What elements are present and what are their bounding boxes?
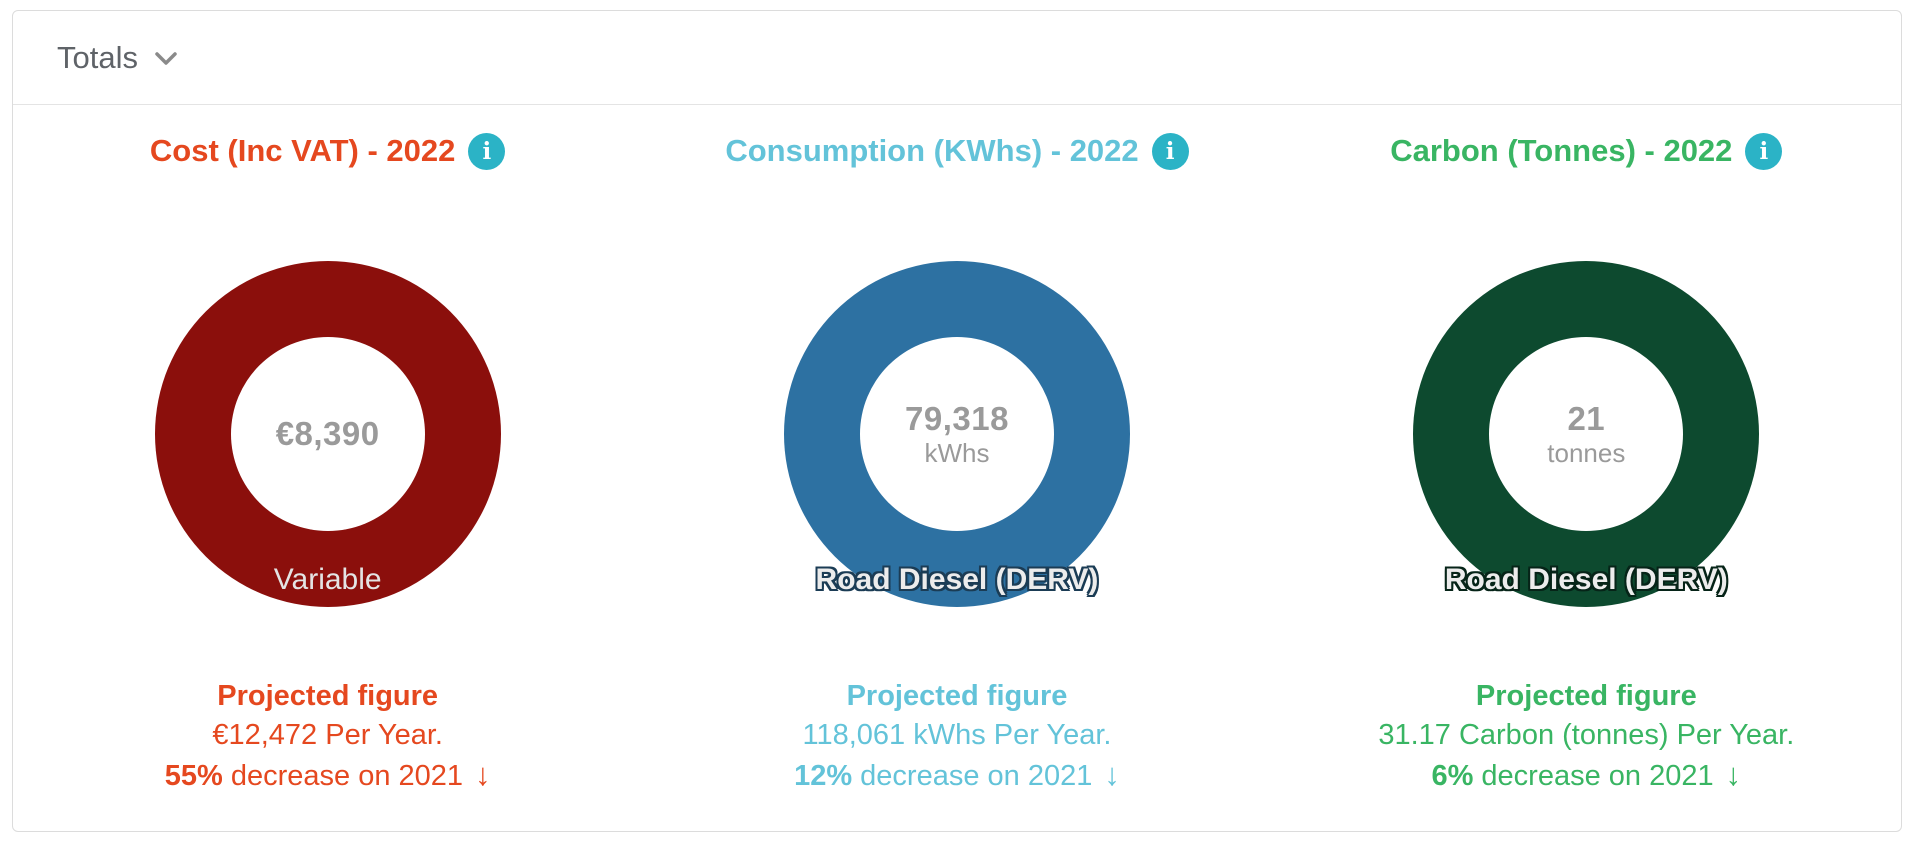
totals-panel: Totals Cost (Inc VAT) - 2022 i €8,390 Va… [12, 10, 1902, 832]
info-icon[interactable]: i [1151, 132, 1189, 170]
metric-cost-title: Cost (Inc VAT) - 2022 i [149, 129, 506, 173]
carbon-donut-center: 21 tonnes [1489, 337, 1683, 531]
consumption-donut-chart[interactable]: 79,318 kWhs Road Diesel (DERV) [783, 261, 1130, 607]
consumption-footer-percent: 12% [794, 760, 853, 792]
metric-carbon-title-text: Carbon (Tonnes) - 2022 [1390, 133, 1733, 168]
arrow-down-icon: ↓ [1725, 757, 1742, 792]
arrow-down-icon: ↓ [475, 757, 491, 792]
carbon-footer-comparison: decrease on 2021 [1481, 760, 1714, 792]
consumption-footer-trend: 12% decrease on 2021 ↓ [794, 755, 1120, 796]
chevron-down-icon [154, 51, 178, 71]
info-icon[interactable]: i [1745, 132, 1783, 170]
metrics-row: Cost (Inc VAT) - 2022 i €8,390 Variable … [13, 105, 1901, 796]
consumption-segment-label: Road Diesel (DERV) [815, 563, 1099, 596]
consumption-center-value: 79,318 [905, 399, 1009, 437]
carbon-footer-projection: 31.17 Carbon (tonnes) Per Year. [1378, 719, 1795, 751]
metric-cost: Cost (Inc VAT) - 2022 i €8,390 Variable … [13, 105, 642, 796]
carbon-donut-chart[interactable]: 21 tonnes Road Diesel (DERV) [1413, 261, 1760, 607]
cost-center-value: €8,390 [275, 415, 380, 452]
cost-footer-percent: 55% [164, 760, 223, 792]
cost-footer: Projected figure €12,472 Per Year. 55% d… [165, 677, 491, 796]
consumption-footer-heading: Projected figure [846, 680, 1068, 712]
cost-segment-label: Variable [273, 563, 382, 596]
consumption-center-unit: kWhs [924, 437, 990, 468]
carbon-segment-label: Road Diesel (DERV) [1444, 563, 1728, 596]
info-icon[interactable]: i [468, 132, 506, 170]
cost-donut-chart[interactable]: €8,390 Variable [154, 261, 501, 607]
totals-dropdown-label: Totals [57, 39, 138, 75]
metric-carbon: Carbon (Tonnes) - 2022 i 21 tonnes Road … [1272, 105, 1901, 796]
cost-footer-comparison: decrease on 2021 [230, 760, 464, 792]
consumption-donut-center: 79,318 kWhs [860, 337, 1054, 531]
arrow-down-icon: ↓ [1104, 757, 1120, 792]
cost-footer-heading: Projected figure [217, 680, 439, 712]
cost-donut-center: €8,390 [231, 337, 425, 531]
carbon-footer-trend: 6% decrease on 2021 ↓ [1378, 755, 1794, 796]
metric-consumption: Consumption (KWhs) - 2022 i 79,318 kWhs … [642, 105, 1271, 796]
carbon-footer-percent: 6% [1431, 760, 1474, 792]
totals-dropdown[interactable]: Totals [13, 11, 1901, 105]
metric-consumption-title: Consumption (KWhs) - 2022 i [725, 129, 1189, 173]
metric-consumption-title-text: Consumption (KWhs) - 2022 [725, 133, 1139, 168]
consumption-footer: Projected figure 118,061 kWhs Per Year. … [794, 677, 1120, 796]
metric-carbon-title: Carbon (Tonnes) - 2022 i [1390, 129, 1783, 173]
consumption-footer-projection: 118,061 kWhs Per Year. [802, 719, 1112, 751]
consumption-footer-comparison: decrease on 2021 [860, 760, 1093, 792]
cost-footer-trend: 55% decrease on 2021 ↓ [165, 755, 491, 796]
carbon-footer-heading: Projected figure [1475, 680, 1697, 712]
carbon-center-value: 21 [1567, 399, 1606, 437]
metric-cost-title-text: Cost (Inc VAT) - 2022 [149, 133, 456, 168]
cost-footer-projection: €12,472 Per Year. [212, 719, 443, 751]
carbon-center-unit: tonnes [1547, 437, 1626, 468]
carbon-footer: Projected figure 31.17 Carbon (tonnes) P… [1378, 677, 1794, 796]
